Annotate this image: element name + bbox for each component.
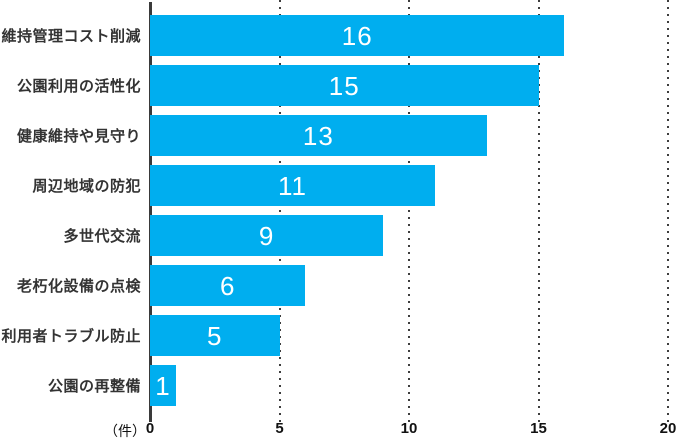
category-label: 周辺地域の防犯 bbox=[32, 178, 141, 195]
category-label: 維持管理コスト削減 bbox=[1, 28, 141, 45]
x-tick-label: 0 bbox=[145, 420, 155, 437]
bar-value-label: 13 bbox=[302, 120, 334, 151]
gridline bbox=[408, 0, 410, 422]
bar: 1 bbox=[150, 365, 176, 406]
category-label: 健康維持や見守り bbox=[16, 128, 141, 145]
x-tick-label: 10 bbox=[400, 420, 418, 437]
unit-label: （件） bbox=[104, 423, 146, 438]
bar-track: 11 bbox=[150, 165, 668, 206]
bar: 13 bbox=[150, 115, 487, 156]
bar: 11 bbox=[150, 165, 435, 206]
y-axis-line bbox=[149, 2, 152, 422]
bar-value-label: 15 bbox=[328, 70, 360, 101]
bar-row: 老朽化設備の点検 6 bbox=[0, 265, 668, 315]
bar-track: 16 bbox=[150, 15, 668, 56]
category-label: 公園の再整備 bbox=[47, 378, 141, 395]
bar-value-label: 6 bbox=[219, 270, 236, 301]
bar-value-label: 1 bbox=[155, 370, 171, 401]
bar-track: 9 bbox=[150, 215, 668, 256]
bar-track: 15 bbox=[150, 65, 668, 106]
bar-track: 6 bbox=[150, 265, 668, 306]
bar-value-label: 9 bbox=[258, 220, 275, 251]
bar-value-label: 16 bbox=[341, 20, 373, 51]
bar-row: 公園の再整備 1 bbox=[0, 365, 668, 415]
bar-rows: 維持管理コスト削減 16 公園利用の活性化 15 健康維持や見守り 13 bbox=[0, 15, 668, 415]
bar: 16 bbox=[150, 15, 565, 56]
bar: 9 bbox=[150, 215, 384, 256]
bar-track: 1 bbox=[150, 365, 668, 406]
gridline bbox=[537, 0, 540, 422]
bar-track: 13 bbox=[150, 115, 668, 156]
bar-value-label: 5 bbox=[207, 320, 223, 351]
bar-row: 維持管理コスト削減 16 bbox=[0, 15, 668, 65]
gridline bbox=[667, 0, 669, 422]
bar-track: 5 bbox=[150, 315, 668, 356]
bar-value-label: 11 bbox=[277, 170, 307, 201]
bar-row: 多世代交流 9 bbox=[0, 215, 668, 265]
bar-row: 利用者トラブル防止 5 bbox=[0, 315, 668, 365]
category-label: 利用者トラブル防止 bbox=[1, 328, 141, 345]
bar-row: 公園利用の活性化 15 bbox=[0, 65, 668, 115]
category-label: 多世代交流 bbox=[63, 228, 141, 245]
bar: 6 bbox=[150, 265, 306, 306]
x-tick-label: 5 bbox=[275, 420, 284, 437]
bar-row: 周辺地域の防犯 11 bbox=[0, 165, 668, 215]
plot-area bbox=[149, 0, 669, 422]
x-axis-ticks: （件） 0 5 10 15 20 bbox=[0, 420, 676, 438]
x-tick-label: 15 bbox=[530, 420, 547, 437]
gridline bbox=[278, 0, 281, 422]
bar: 15 bbox=[150, 65, 539, 106]
category-label: 公園利用の活性化 bbox=[16, 78, 141, 95]
category-label: 老朽化設備の点検 bbox=[16, 278, 141, 295]
bar-row: 健康維持や見守り 13 bbox=[0, 115, 668, 165]
bar: 5 bbox=[150, 315, 280, 356]
x-tick-label: 20 bbox=[659, 420, 676, 437]
